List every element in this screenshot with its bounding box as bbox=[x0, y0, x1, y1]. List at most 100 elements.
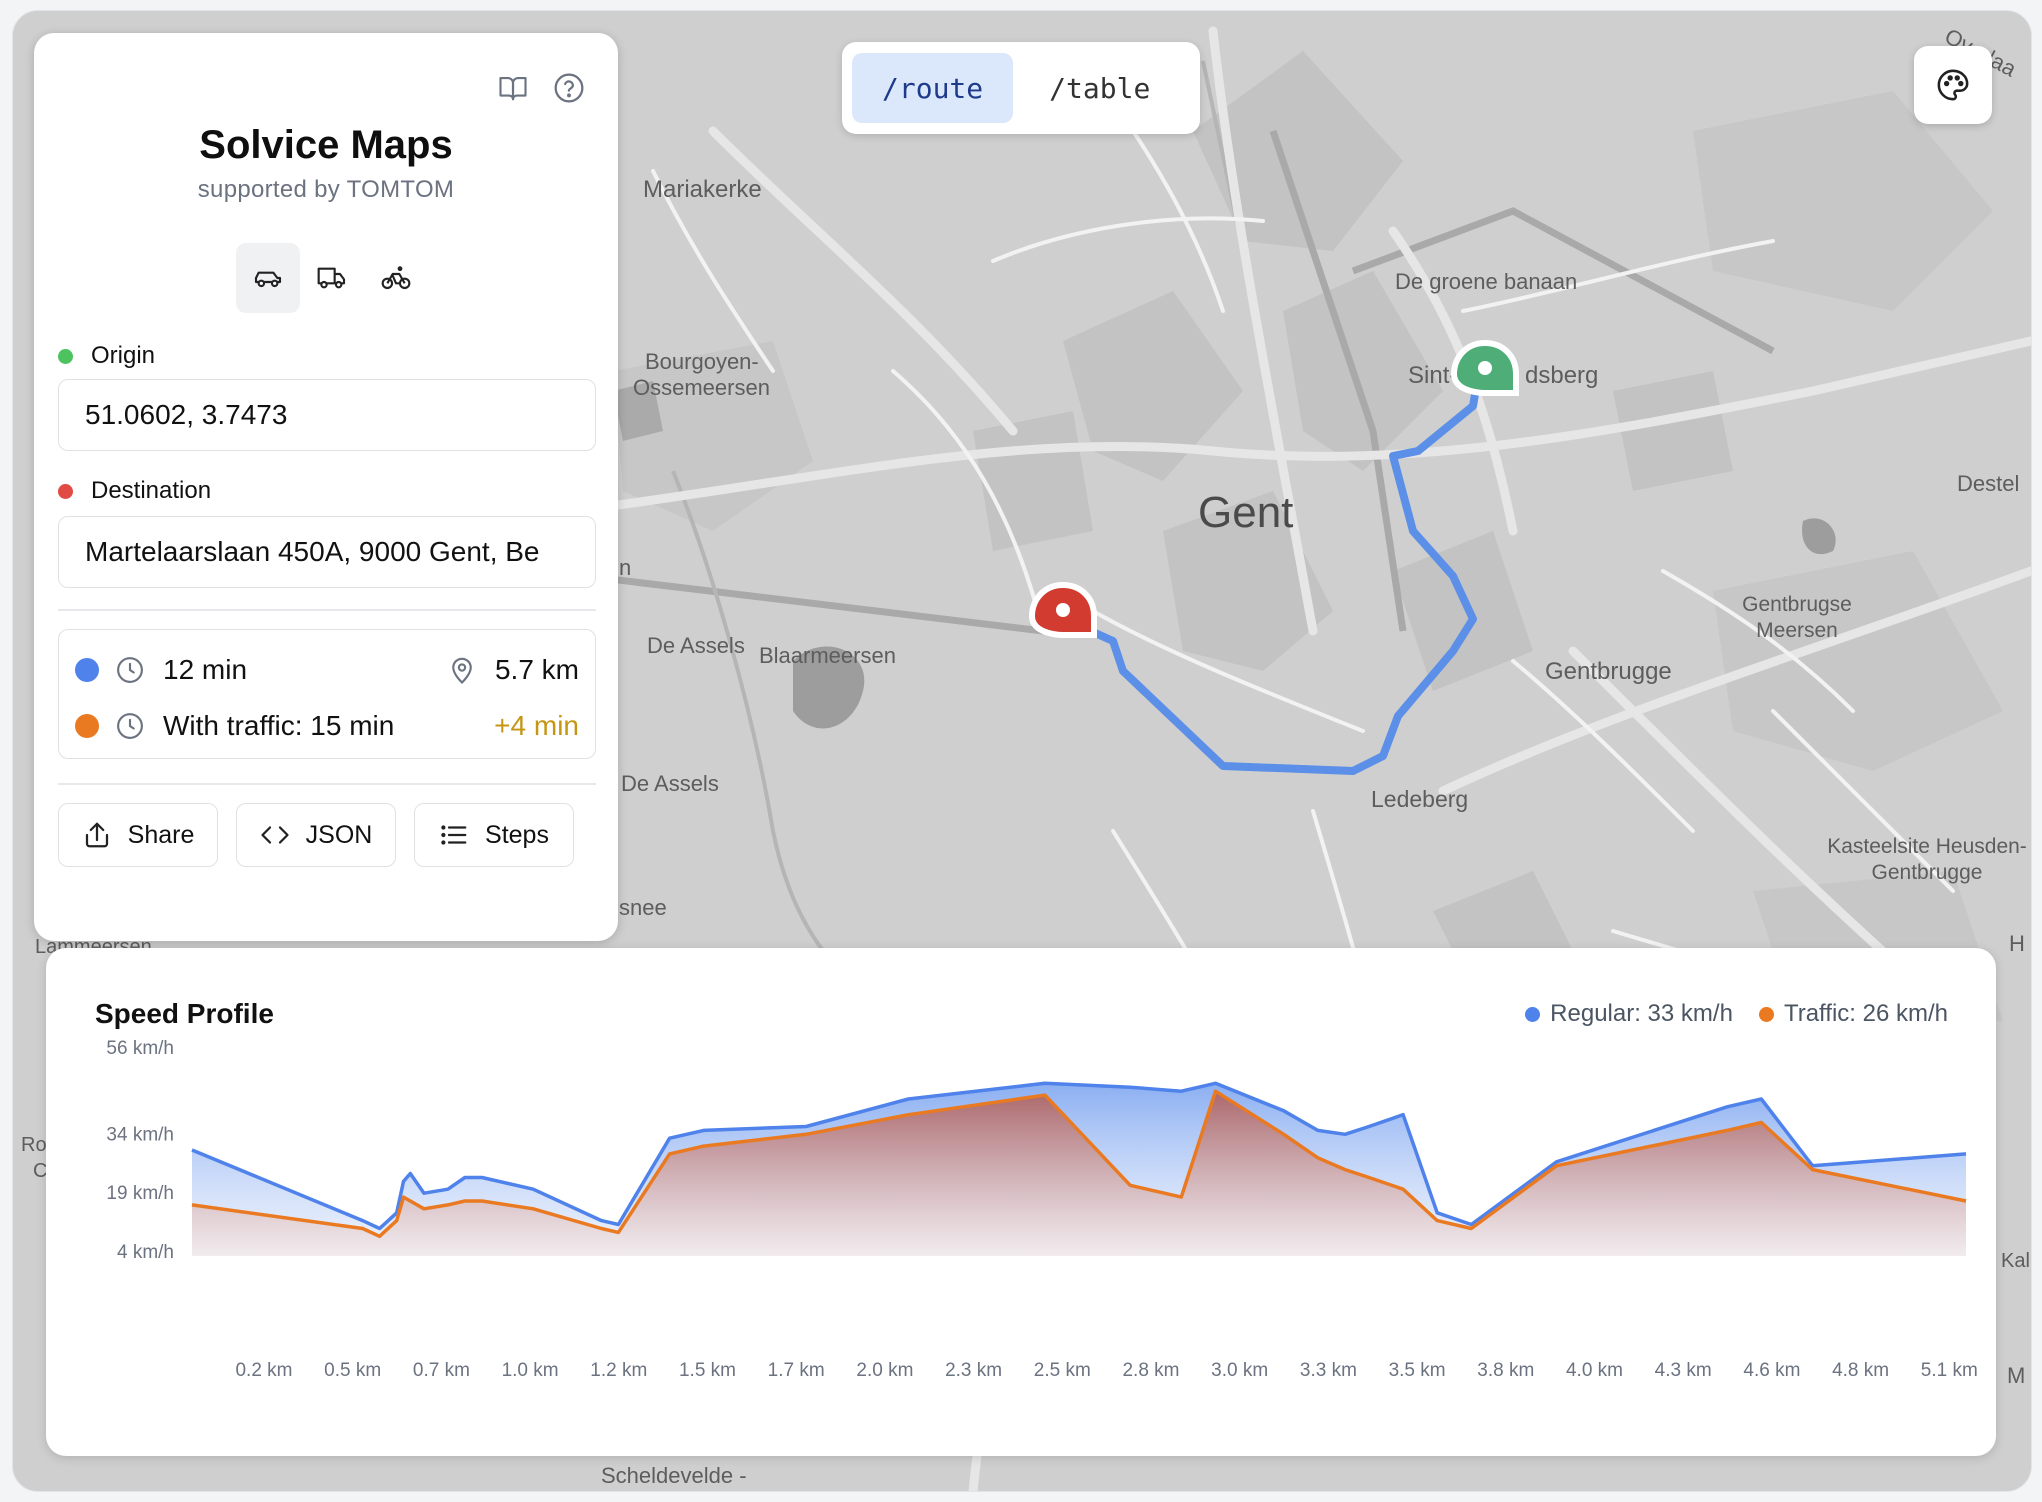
x-tick-label: 2.5 km bbox=[1034, 1360, 1091, 1381]
map-label: Gentbrugge bbox=[1872, 861, 1983, 884]
book-open-icon[interactable] bbox=[494, 69, 532, 107]
route-tab[interactable]: /route bbox=[852, 53, 1014, 123]
origin-marker[interactable] bbox=[1450, 339, 1519, 396]
duration-value: 12 min bbox=[163, 654, 248, 685]
view-toggle: /route /table bbox=[842, 42, 1200, 134]
table-tab[interactable]: /table bbox=[1049, 71, 1151, 105]
map-label: Destel bbox=[1957, 471, 2019, 496]
x-tick-label: 3.3 km bbox=[1300, 1360, 1357, 1381]
list-icon bbox=[439, 820, 469, 850]
map-label: dsberg bbox=[1525, 362, 1598, 389]
regular-dot bbox=[75, 658, 99, 682]
x-tick-label: 4.3 km bbox=[1655, 1360, 1712, 1381]
route-stats: 12 min 5.7 km With traffic: 15 min +4 mi… bbox=[58, 629, 596, 759]
app-subtitle: supported by TOMTOM bbox=[197, 176, 455, 203]
divider bbox=[58, 783, 596, 785]
bicycle-icon bbox=[381, 266, 411, 290]
truck-icon bbox=[317, 267, 346, 289]
chart-legend: Regular: 33 km/h Traffic: 26 km/h bbox=[1525, 1000, 1948, 1028]
x-tick-label: 0.7 km bbox=[413, 1360, 470, 1381]
map-label: Blaarmeersen bbox=[759, 643, 896, 668]
map-label: Ossemeersen bbox=[633, 375, 770, 400]
destination-label: Destination bbox=[58, 477, 211, 505]
origin-input[interactable]: 51.0602, 3.7473 bbox=[58, 379, 596, 451]
map-label: Kasteelsite Heusden- bbox=[1827, 835, 2027, 858]
truck-mode-button[interactable] bbox=[300, 243, 364, 313]
y-tick-label: 56 km/h bbox=[106, 1038, 174, 1059]
legend-regular: Regular: 33 km/h bbox=[1525, 1000, 1733, 1028]
map-label: De Assels bbox=[647, 633, 745, 658]
map-label: Meersen bbox=[1756, 619, 1838, 642]
x-tick-label: 4.0 km bbox=[1566, 1360, 1623, 1381]
speed-profile-chart[interactable]: 4 km/h 19 km/h 34 km/h 56 km/h 0.2 km 0.5 km… bbox=[46, 948, 1996, 1456]
map-label: Kal bbox=[2001, 1250, 2030, 1272]
brand: Solvice Maps supported by TOMTOM bbox=[34, 123, 618, 204]
clock-icon bbox=[115, 711, 145, 741]
traffic-stat-row: With traffic: 15 min +4 min bbox=[75, 706, 579, 746]
x-tick-label: 4.8 km bbox=[1832, 1360, 1889, 1381]
x-tick-label: 1.2 km bbox=[590, 1360, 647, 1381]
map-label: M bbox=[2007, 1363, 2025, 1388]
x-tick-label: 3.5 km bbox=[1389, 1360, 1446, 1381]
help-circle-icon[interactable] bbox=[550, 69, 588, 107]
origin-label: Origin bbox=[58, 342, 155, 370]
map-label: Ledeberg bbox=[1371, 786, 1468, 812]
x-tick-label: 4.6 km bbox=[1743, 1360, 1800, 1381]
destination-input[interactable]: Martelaarslaan 450A, 9000 Gent, Be bbox=[58, 516, 596, 588]
code-icon bbox=[260, 820, 290, 850]
app-title: Solvice Maps bbox=[199, 123, 453, 167]
origin-dot bbox=[58, 348, 73, 364]
map-label: Ro bbox=[21, 1134, 47, 1156]
x-tick-label: 2.3 km bbox=[945, 1360, 1002, 1381]
share-button[interactable]: Share bbox=[58, 803, 218, 867]
distance-value: 5.7 km bbox=[494, 654, 579, 685]
series-area-traffic bbox=[192, 1091, 1966, 1256]
clock-icon bbox=[115, 655, 145, 685]
map-label: Gentbrugge bbox=[1545, 658, 1672, 685]
x-tick-label: 1.0 km bbox=[502, 1360, 559, 1381]
y-tick-label: 34 km/h bbox=[106, 1124, 174, 1145]
destination-label-text: Destination bbox=[91, 477, 212, 504]
traffic-dot bbox=[75, 714, 99, 738]
x-tick-label: 2.0 km bbox=[856, 1360, 913, 1381]
legend-traffic: Traffic: 26 km/h bbox=[1758, 1000, 1948, 1028]
json-label: JSON bbox=[305, 820, 373, 849]
share-label: Share bbox=[127, 820, 195, 849]
origin-label-text: Origin bbox=[91, 342, 156, 369]
x-tick-label: 2.8 km bbox=[1122, 1360, 1179, 1381]
chart-title: Speed Profile bbox=[95, 998, 274, 1029]
series-line-regular bbox=[191, 1081, 1967, 1231]
x-tick-label: 0.5 km bbox=[324, 1360, 381, 1381]
legend-traffic-label: Traffic: 26 km/h bbox=[1783, 1000, 1948, 1027]
palette-icon bbox=[1937, 69, 1969, 101]
x-tick-label: 3.0 km bbox=[1211, 1360, 1268, 1381]
speed-profile-card: Speed Profile Regular: 33 km/h Traffic: … bbox=[46, 948, 1996, 1456]
route-panel: Solvice Maps supported by TOMTOM Origin … bbox=[34, 33, 618, 941]
steps-button[interactable]: Steps bbox=[414, 803, 574, 867]
x-tick-label: 3.8 km bbox=[1477, 1360, 1534, 1381]
map-label: De Assels bbox=[621, 771, 719, 796]
steps-label: Steps bbox=[485, 820, 549, 849]
map-label: Mariakerke bbox=[643, 176, 762, 203]
map-label-city: Gent bbox=[1198, 488, 1293, 537]
map-label: n bbox=[619, 555, 631, 580]
car-mode-button[interactable] bbox=[236, 243, 300, 313]
destination-dot bbox=[58, 483, 73, 499]
legend-regular-label: Regular: 33 km/h bbox=[1550, 1000, 1733, 1027]
theme-button[interactable] bbox=[1914, 46, 1992, 124]
map-label: H bbox=[2009, 931, 2025, 956]
bicycle-mode-button[interactable] bbox=[364, 243, 428, 313]
map-pin-icon bbox=[447, 655, 477, 685]
x-tick-label: 1.7 km bbox=[768, 1360, 825, 1381]
regular-stat-row: 12 min 5.7 km bbox=[75, 650, 579, 690]
x-tick-label: 0.2 km bbox=[235, 1360, 292, 1381]
series-line-traffic bbox=[191, 1089, 1967, 1239]
traffic-delay: +4 min bbox=[494, 710, 579, 741]
action-buttons: Share JSON Steps bbox=[58, 803, 574, 867]
vehicle-mode-selector bbox=[236, 243, 428, 313]
json-button[interactable]: JSON bbox=[236, 803, 396, 867]
destination-marker[interactable] bbox=[1028, 581, 1097, 638]
map-label: C bbox=[33, 1160, 47, 1182]
map-label: Sint- bbox=[1408, 362, 1457, 389]
route-line bbox=[1053, 367, 1483, 775]
